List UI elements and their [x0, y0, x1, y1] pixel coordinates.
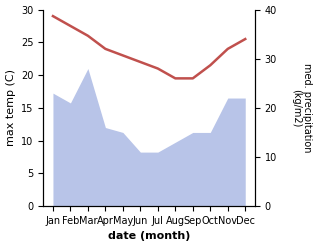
Y-axis label: med. precipitation
(kg/m2): med. precipitation (kg/m2): [291, 63, 313, 153]
X-axis label: date (month): date (month): [108, 231, 190, 242]
Y-axis label: max temp (C): max temp (C): [5, 69, 16, 146]
